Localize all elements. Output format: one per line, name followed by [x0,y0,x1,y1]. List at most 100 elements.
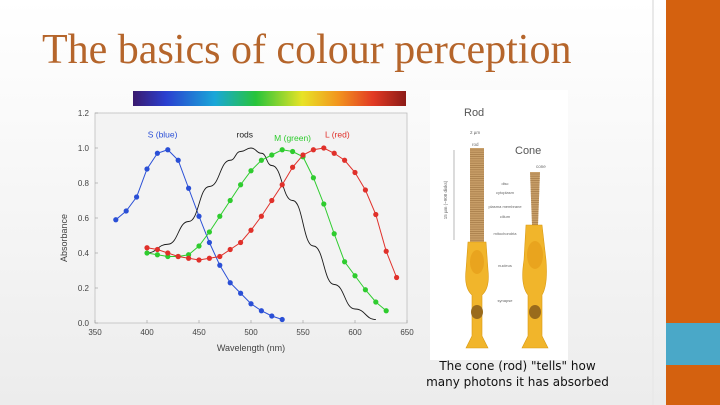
data-point [144,166,150,172]
x-tick-label: 400 [140,328,154,337]
data-point [331,150,337,156]
data-point [165,147,171,153]
cone-title: Cone [515,145,541,157]
rod-outer-segment [470,148,484,242]
data-point [175,253,181,260]
rod-title: Rod [464,107,484,119]
data-point [206,239,212,246]
data-point [290,148,296,155]
data-point [154,150,160,156]
y-tick-label: 0.2 [78,284,90,293]
data-point [279,316,285,323]
data-point [342,157,348,163]
series-m-green [144,147,389,314]
data-point [321,201,327,207]
data-point [206,255,212,261]
x-tick-label: 550 [296,328,310,337]
rod-width-label: 2 µm [470,130,480,135]
x-tick-label: 650 [400,328,414,337]
data-point [227,280,233,286]
series-s-blue [113,147,285,323]
series-label: L (red) [325,130,350,140]
series-label: S (blue) [148,130,178,140]
y-ticks: 0.0 0.2 0.4 0.6 0.8 1.0 1.2 [78,109,98,328]
data-point [227,197,233,204]
data-point [134,194,140,200]
plot-area [94,112,408,324]
y-axis-label: Absorbance [59,214,69,262]
part-label-mitochondria: mitochondria [494,231,518,236]
x-tick-label: 600 [348,328,362,337]
data-point [290,164,296,170]
scale-label: 15 µm (~908 disks) [443,180,448,219]
part-label-nucleus: nucleus [498,263,512,268]
data-point [279,147,285,153]
data-point [248,301,254,307]
x-axis-label: Wavelength (nm) [217,343,285,353]
data-point [196,243,202,249]
data-point [258,308,264,314]
data-point [217,253,223,260]
data-point [258,213,264,219]
data-point [227,246,233,253]
data-point [352,273,358,279]
data-point [279,182,285,188]
y-tick-label: 0.8 [78,179,90,188]
cone-label: cone [536,164,546,169]
data-point [217,213,223,219]
data-point [248,227,254,233]
data-point [196,213,202,219]
series-line [146,147,376,320]
data-point [362,187,368,193]
part-label-plasma-membrane: plasma membrane [488,204,522,209]
accent-bar-orange [666,0,720,323]
data-point [123,208,129,214]
slide-title: The basics of colour perception [42,27,572,73]
data-point [154,246,160,253]
y-tick-label: 1.0 [78,144,90,153]
data-point [165,250,171,256]
y-tick-label: 0.0 [78,319,90,328]
data-point [269,197,275,204]
data-point [144,245,150,251]
data-point [383,308,389,314]
data-point [310,175,316,181]
data-point [373,299,379,305]
part-label-cilium: cilium [500,214,511,219]
data-point [300,152,306,158]
data-point [217,262,223,268]
chart-series [113,145,400,323]
data-point [238,182,244,188]
absorbance-chart: Absorbance Wavelength (nm) 0.0 0.2 0.4 0.6 0… [55,88,415,358]
caption-line-1: The cone (rod) "tells" how [439,359,596,373]
accent-divider [652,0,654,405]
caption-line-2: many photons it has absorbed [426,375,609,389]
data-point [394,274,400,281]
x-tick-label: 500 [244,328,258,337]
y-tick-label: 0.4 [78,249,90,258]
data-point [186,185,192,191]
data-point [175,157,181,163]
rod-cone-diagram: Rod Cone 2 µm rod cone 15 µm (~908 disks… [430,90,568,360]
spectrum-bar [133,91,406,106]
x-tick-label: 350 [88,328,102,337]
cone-outer-segment [530,172,540,225]
accent-bar-teal [666,323,720,365]
rod-cone-svg: Rod Cone 2 µm rod cone 15 µm (~908 disks… [443,107,549,349]
caption: The cone (rod) "tells" how many photons … [425,358,610,390]
data-point [113,217,119,223]
part-label-synapse: synapse [498,298,514,303]
cone-mitochondria [527,241,543,269]
part-label-cytoplasm: cytoplasm [496,190,515,195]
data-point [154,252,160,258]
data-point [206,229,212,235]
data-point [342,259,348,265]
series-label: rods [236,130,253,140]
series-rods [146,147,376,320]
data-point [238,290,244,296]
series-l-red [144,145,400,281]
y-tick-label: 1.2 [78,109,90,118]
data-point [373,211,379,218]
data-point [352,169,358,176]
part-label-disc: disc [501,181,508,186]
